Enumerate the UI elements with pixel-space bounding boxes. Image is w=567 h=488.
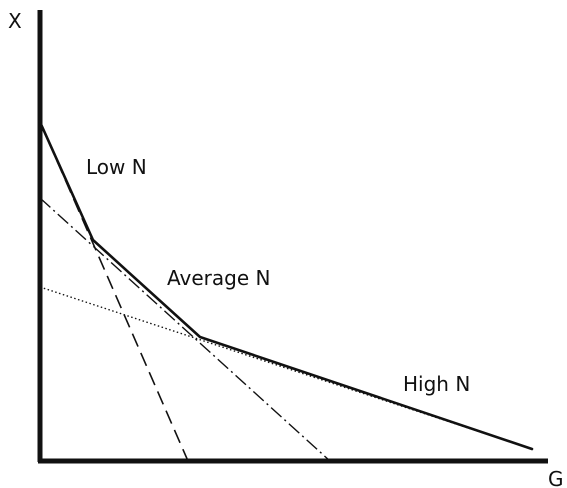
- average-n-label: Average N: [167, 266, 270, 290]
- high-n-label: High N: [403, 372, 470, 396]
- low-n-label: Low N: [86, 155, 147, 179]
- envelope-line: [38, 120, 534, 451]
- y-axis-label: X: [8, 9, 22, 33]
- x-axis-label: G: [548, 467, 564, 488]
- average-n-line: [39, 197, 331, 462]
